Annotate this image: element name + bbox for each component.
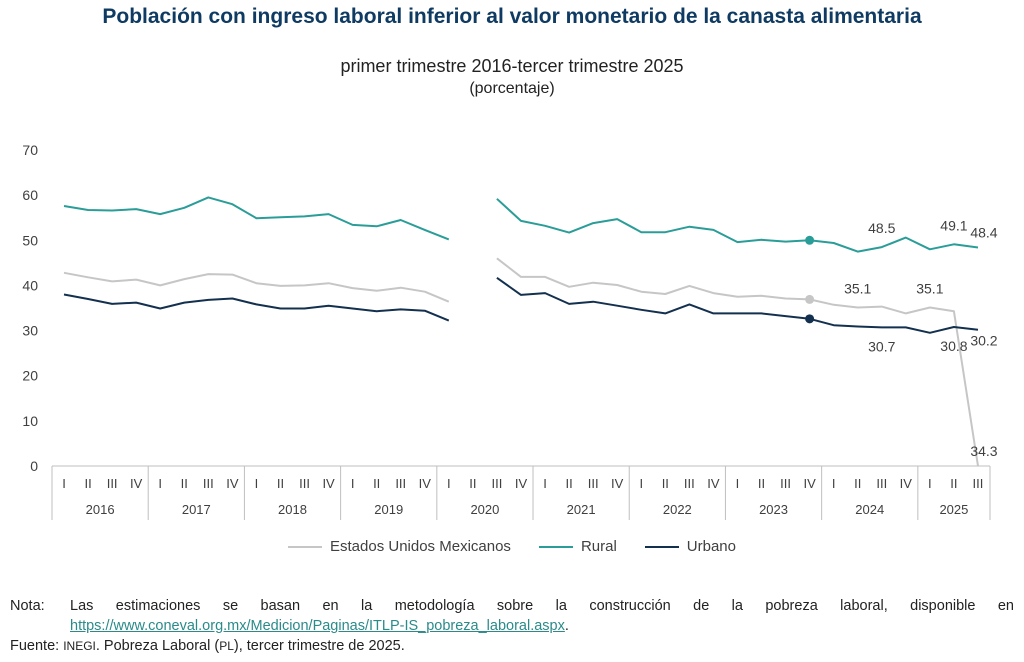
legend-label: Rural bbox=[580, 538, 617, 555]
source-label: Fuente: bbox=[10, 638, 60, 654]
x-tick-label: II bbox=[181, 476, 188, 491]
x-tick-label: III bbox=[780, 476, 791, 491]
x-tick-label: IV bbox=[419, 476, 432, 491]
x-tick-label: III bbox=[299, 476, 310, 491]
x-tick-label: III bbox=[588, 476, 599, 491]
x-tick-label: III bbox=[107, 476, 118, 491]
x-tick-label: II bbox=[84, 476, 91, 491]
x-tick-label: IV bbox=[130, 476, 143, 491]
x-tick-label: I bbox=[639, 476, 643, 491]
x-year-label: 2018 bbox=[278, 502, 307, 517]
x-tick-label: III bbox=[492, 476, 503, 491]
x-tick-label: II bbox=[565, 476, 572, 491]
x-tick-label: I bbox=[832, 476, 836, 491]
legend-swatch bbox=[288, 545, 322, 548]
y-tick-label: 20 bbox=[22, 368, 38, 384]
x-year-label: 2021 bbox=[567, 502, 596, 517]
x-year-label: 2019 bbox=[374, 502, 403, 517]
legend-swatch bbox=[644, 545, 679, 548]
x-year-label: 2023 bbox=[759, 502, 788, 517]
x-tick-label: II bbox=[662, 476, 669, 491]
series-line-estados-unidos-mexicanos bbox=[63, 257, 979, 467]
x-tick-label: IV bbox=[707, 476, 720, 491]
legend-label: Urbano bbox=[686, 538, 736, 555]
y-tick-label: 0 bbox=[30, 458, 38, 474]
x-tick-label: I bbox=[62, 476, 66, 491]
x-tick-label: I bbox=[351, 476, 355, 491]
legend-swatch bbox=[538, 545, 573, 548]
x-tick-label: III bbox=[973, 476, 984, 491]
legend: Estados Unidos Mexicanos Rural Urbano bbox=[0, 538, 1024, 555]
x-tick-label: I bbox=[543, 476, 547, 491]
y-tick-label: 60 bbox=[22, 187, 38, 203]
x-tick-label: IV bbox=[611, 476, 624, 491]
data-label: 30.7 bbox=[868, 338, 895, 354]
highlight-marker bbox=[805, 235, 815, 245]
data-label: 34.3 bbox=[970, 443, 997, 459]
x-tick-label: I bbox=[158, 476, 162, 491]
x-tick-label: II bbox=[469, 476, 476, 491]
highlight-marker bbox=[805, 314, 815, 324]
x-tick-label: III bbox=[203, 476, 214, 491]
x-tick-label: I bbox=[447, 476, 451, 491]
x-year-label: 2020 bbox=[470, 502, 499, 517]
source-end: ), tercer trimestre de 2025. bbox=[233, 638, 405, 654]
x-tick-label: I bbox=[928, 476, 932, 491]
note-label: Nota: bbox=[10, 598, 45, 614]
series-line-urbano bbox=[63, 276, 979, 334]
data-label: 49.1 bbox=[940, 217, 967, 233]
data-label: 30.8 bbox=[940, 338, 967, 354]
note-link-line: https://www.coneval.org.mx/Medicion/Pagi… bbox=[70, 618, 569, 634]
y-tick-label: 50 bbox=[22, 232, 38, 248]
x-tick-label: II bbox=[277, 476, 284, 491]
legend-item-urbano: Urbano bbox=[644, 538, 736, 555]
x-tick-label: I bbox=[736, 476, 740, 491]
legend-item-eum: Estados Unidos Mexicanos bbox=[288, 538, 511, 555]
chart-title: Población con ingreso laboral inferior a… bbox=[102, 5, 922, 28]
series-line-rural bbox=[63, 196, 979, 253]
x-tick-label: IV bbox=[803, 476, 816, 491]
x-tick-label: III bbox=[684, 476, 695, 491]
y-tick-label: 30 bbox=[22, 323, 38, 339]
x-year-label: 2017 bbox=[182, 502, 211, 517]
legend-item-rural: Rural bbox=[538, 538, 617, 555]
x-year-label: 2025 bbox=[939, 502, 968, 517]
x-tick-label: II bbox=[854, 476, 861, 491]
note-link[interactable]: https://www.coneval.org.mx/Medicion/Pagi… bbox=[70, 618, 565, 634]
source-org: INEGI bbox=[63, 639, 96, 653]
y-tick-label: 70 bbox=[22, 142, 38, 158]
x-tick-label: II bbox=[373, 476, 380, 491]
x-tick-label: I bbox=[255, 476, 259, 491]
source-text: . Pobreza Laboral ( bbox=[95, 638, 220, 654]
chart-subtitle: primer trimestre 2016-tercer trimestre 2… bbox=[340, 56, 684, 76]
data-label: 35.1 bbox=[844, 281, 871, 297]
source-abbrev: PL bbox=[219, 639, 234, 653]
x-year-label: 2022 bbox=[663, 502, 692, 517]
x-tick-label: IV bbox=[322, 476, 335, 491]
x-tick-label: IV bbox=[900, 476, 913, 491]
x-tick-label: III bbox=[395, 476, 406, 491]
data-label: 30.2 bbox=[970, 333, 997, 349]
data-label: 48.5 bbox=[868, 220, 895, 236]
x-year-label: 2024 bbox=[855, 502, 884, 517]
x-year-label: 2016 bbox=[86, 502, 115, 517]
x-tick-label: II bbox=[758, 476, 765, 491]
legend-label: Estados Unidos Mexicanos bbox=[330, 538, 511, 555]
x-tick-label: II bbox=[950, 476, 957, 491]
data-label: 35.1 bbox=[916, 281, 943, 297]
x-tick-label: IV bbox=[515, 476, 528, 491]
y-tick-label: 40 bbox=[22, 277, 38, 293]
y-tick-label: 10 bbox=[22, 413, 38, 429]
x-tick-label: IV bbox=[226, 476, 239, 491]
note-text: Las estimaciones se basan en la metodolo… bbox=[70, 598, 1014, 614]
chart-unit: (porcentaje) bbox=[469, 80, 555, 97]
note: Nota: Las estimaciones se basan en la me… bbox=[10, 598, 1014, 614]
source: Fuente: INEGI. Pobreza Laboral (PL), ter… bbox=[10, 638, 405, 654]
x-tick-label: III bbox=[876, 476, 887, 491]
data-label: 48.4 bbox=[970, 225, 997, 241]
highlight-marker bbox=[805, 294, 815, 304]
